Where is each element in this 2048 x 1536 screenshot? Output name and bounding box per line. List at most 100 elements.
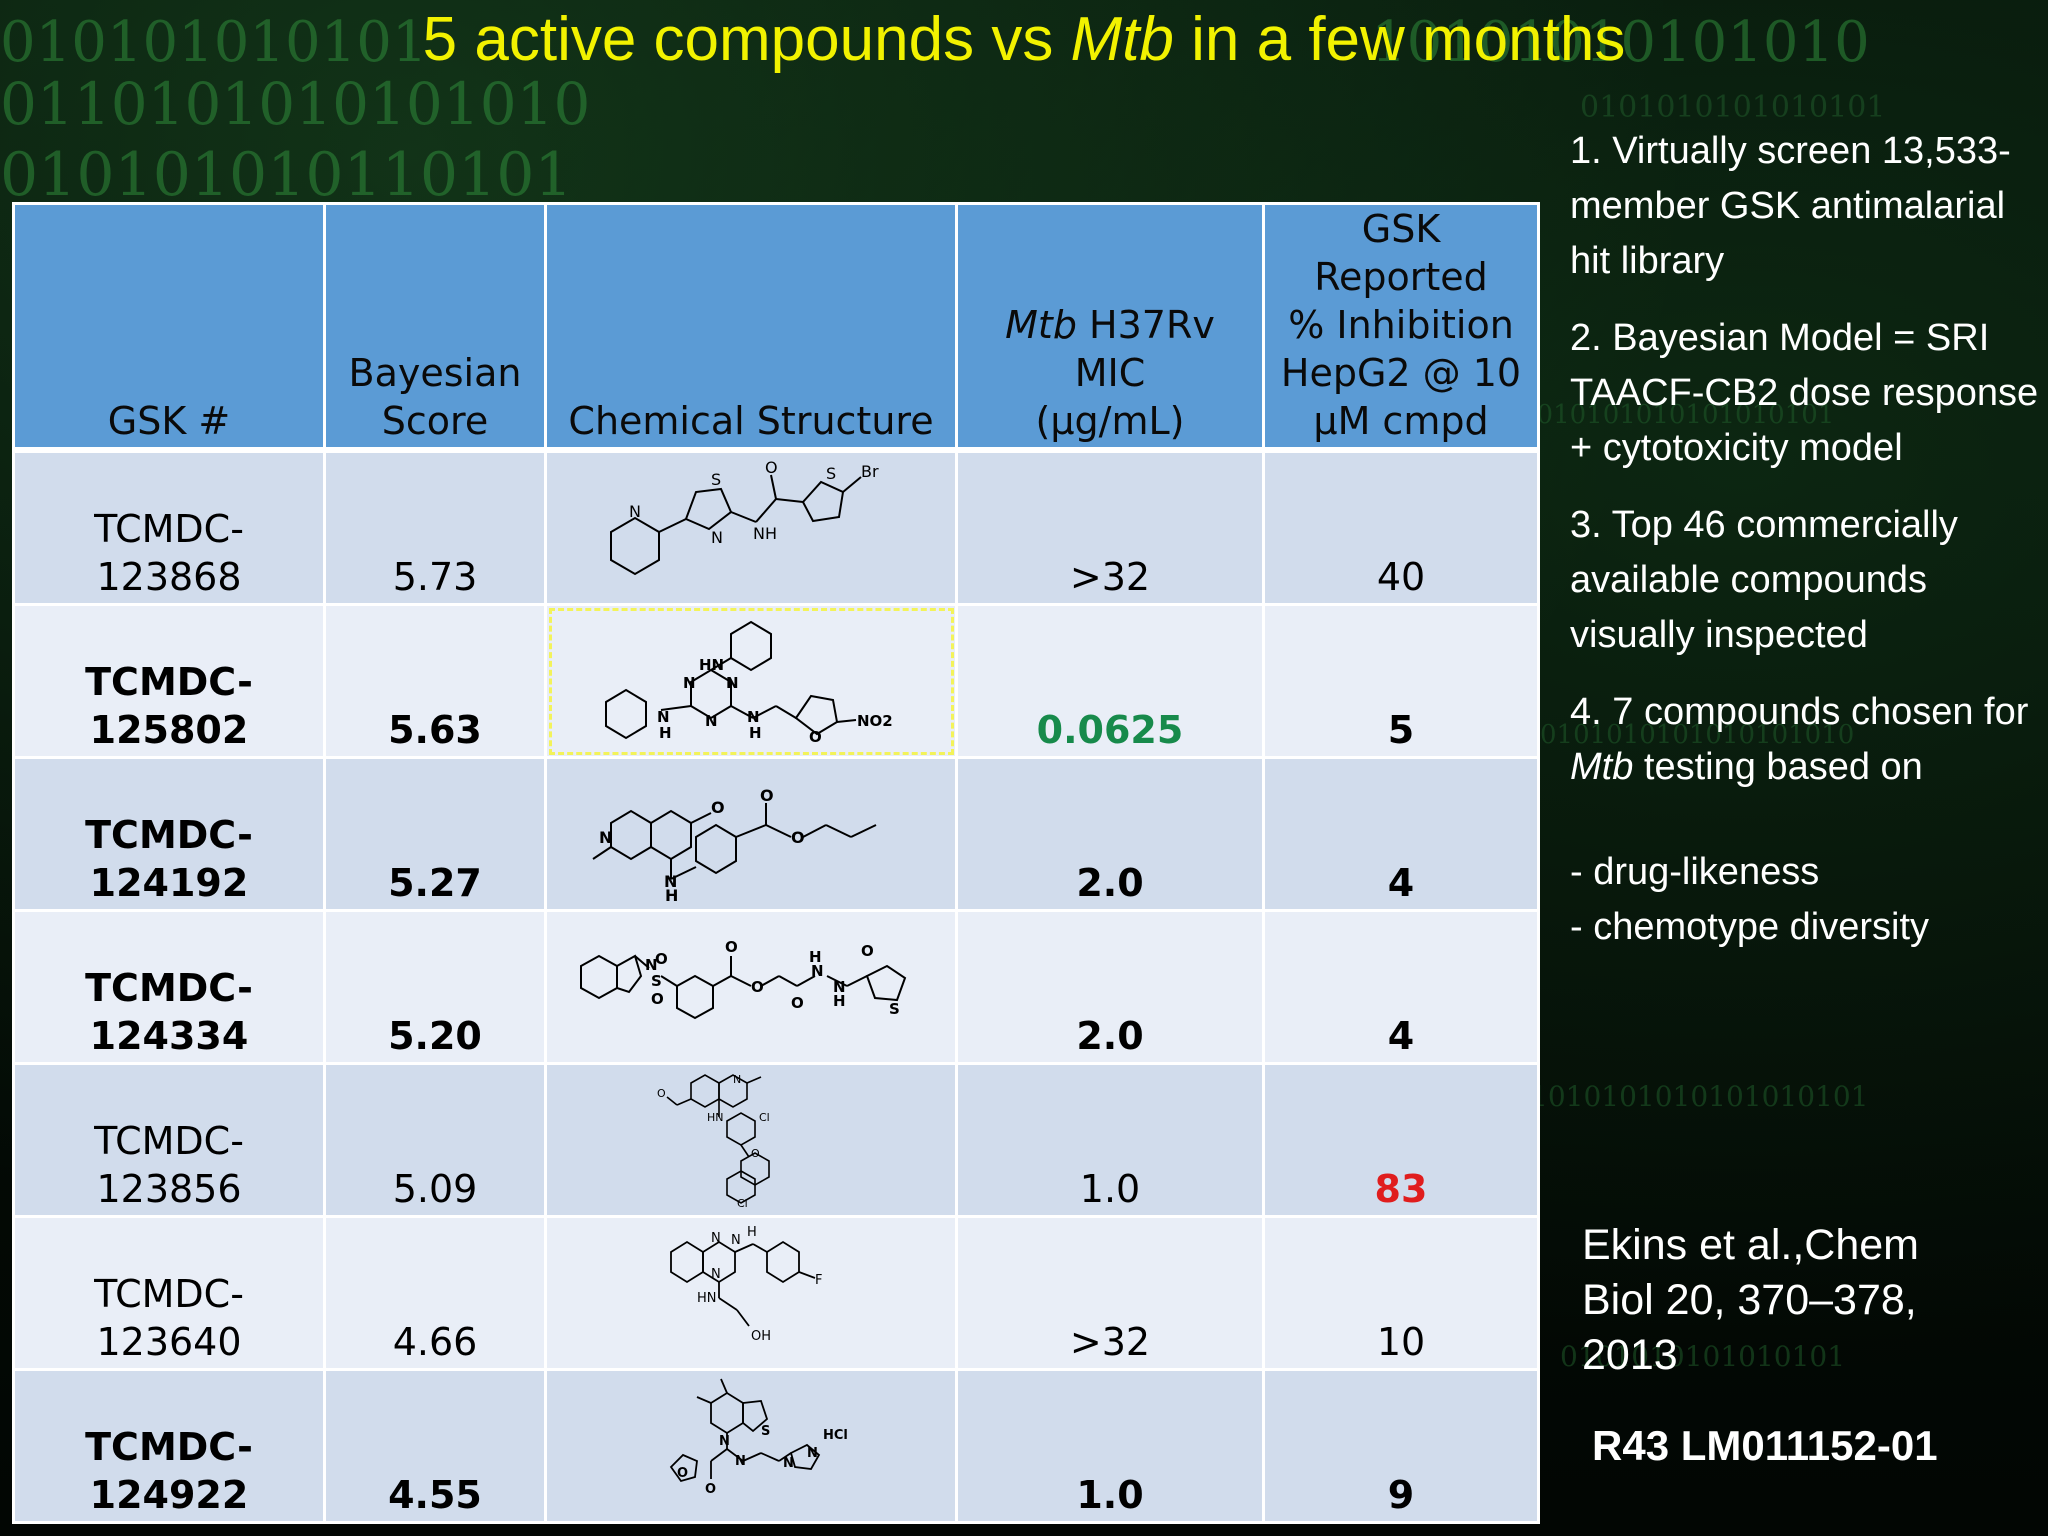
structure-cell: HCl N S O N N O N <box>544 1368 958 1524</box>
compound-id-prefix: TCMDC- <box>94 1272 244 1316</box>
atom-label: H <box>659 724 672 742</box>
inhibition-value: 5 <box>1262 603 1540 759</box>
header-mic-line1: H37Rv <box>1076 303 1215 347</box>
step-4-italic: Mtb <box>1570 746 1634 788</box>
header-structure-text: Chemical Structure <box>568 399 934 443</box>
table-row: TCMDC- 125802 5.63 H N N <box>12 603 1540 759</box>
atom-label: HN <box>707 1111 724 1124</box>
chemical-structure-diagram: O N O O N H <box>592 786 877 903</box>
atom-label: N <box>783 1456 794 1471</box>
compound-id-prefix: TCMDC- <box>85 813 253 857</box>
atom-label: S <box>651 972 662 990</box>
bayesian-score: 4.55 <box>323 1368 547 1524</box>
binary-decoration: 010101010110101 <box>0 140 573 210</box>
bayesian-score: 5.20 <box>323 909 547 1065</box>
atom-label: O <box>725 938 738 956</box>
atom-label: NH <box>753 524 777 543</box>
header-gsk-text: GSK # <box>107 399 231 443</box>
atom-label: O <box>809 728 822 746</box>
atom-label: N <box>733 1073 741 1086</box>
header-tox-line5: μM cmpd <box>1313 399 1489 443</box>
atom-label: O <box>861 942 874 960</box>
table-row: TCMDC- 123856 5.09 N O <box>12 1062 1540 1218</box>
chemical-structure-diagram: S O S Br N NH N <box>610 458 879 576</box>
atom-label: N <box>645 956 658 974</box>
atom-label: O <box>751 1147 760 1160</box>
inhibition-value: 9 <box>1262 1368 1540 1524</box>
bayesian-score: 5.73 <box>323 448 547 606</box>
step-4-suffix: testing based on <box>1633 746 1923 788</box>
atom-label: H <box>833 992 846 1010</box>
atom-label: N <box>747 708 760 726</box>
compound-id-prefix: TCMDC- <box>94 507 244 551</box>
atom-label: O <box>711 798 725 817</box>
atom-label: Br <box>861 462 879 481</box>
atom-label: O <box>751 978 764 996</box>
table-header-row: GSK # Bayesian Score Chemical Structure M… <box>12 202 1540 453</box>
bayesian-score: 5.09 <box>323 1062 547 1218</box>
step-2: 2. Bayesian Model = SRI TAACF-CB2 dose r… <box>1570 317 2039 469</box>
table-row: TCMDC- 123640 4.66 N H N <box>12 1215 1540 1371</box>
structure-cell: S O S Br N NH N <box>544 448 958 606</box>
structure-cell: N O HN Cl O Cl <box>544 1062 958 1218</box>
compound-id: TCMDC- 123868 <box>12 448 326 606</box>
atom-label: N <box>664 872 677 891</box>
grant-number: R43 LM011152-01 <box>1592 1422 1938 1469</box>
atom-label: S <box>711 470 721 489</box>
compound-id-prefix: TCMDC- <box>85 660 253 704</box>
atom-label: N <box>807 1446 818 1461</box>
compound-id: TCMDC- 123640 <box>12 1215 326 1371</box>
compound-id-prefix: TCMDC- <box>85 966 253 1010</box>
atom-label: S <box>889 1000 900 1018</box>
header-inhibition: GSK Reported% Inhibition HepG2 @ 10 μM cmpd <box>1262 202 1540 453</box>
inhibition-value: 40 <box>1262 448 1540 606</box>
atom-label: N <box>726 674 739 692</box>
atom-label: O <box>657 1087 666 1100</box>
chemical-structure-diagram: HCl N S O N N O N <box>669 1378 848 1497</box>
criterion-chemotype: - chemotype diversity <box>1570 906 1930 948</box>
binary-decoration: 0101010101010101010 <box>1540 720 1855 750</box>
mic-value: 1.0 <box>955 1062 1265 1218</box>
structure-cell: N S O O O O H N N H O O S <box>544 909 958 1065</box>
header-tox-line1: GSK <box>1361 207 1441 251</box>
chemical-structure-diagram: N S O O O O H N N H O O S <box>580 938 907 1020</box>
atom-label: O <box>760 786 774 805</box>
inhibition-value: 4 <box>1262 756 1540 912</box>
inhibition-value: 83 <box>1262 1062 1540 1218</box>
criteria-list: - drug-likeness - chemotype diversity <box>1570 845 2040 955</box>
atom-label: O <box>791 828 805 847</box>
compound-id: TCMDC- 124334 <box>12 909 326 1065</box>
atom-label: N <box>711 528 723 547</box>
binary-decoration: 0101010101010101 <box>1560 1340 1846 1373</box>
header-tox-line4: HepG2 @ 10 <box>1280 351 1522 395</box>
step-4-prefix: 4. 7 compounds chosen for <box>1570 691 2029 733</box>
atom-label: O <box>705 1482 716 1497</box>
atom-label: Cl <box>759 1111 770 1124</box>
atom-label: N <box>683 674 696 692</box>
header-bayesian-line2: Score <box>381 399 489 443</box>
slide-title: 5 active compounds vs Mtb in a few month… <box>0 4 2048 75</box>
atom-label: N <box>833 978 846 996</box>
compound-id-prefix: TCMDC- <box>85 1425 253 1469</box>
binary-decoration: 1010101010101010101 <box>1520 400 1835 430</box>
compound-id-number: 124922 <box>89 1473 249 1517</box>
mic-value: 2.0 <box>955 756 1265 912</box>
mic-value: 0.0625 <box>955 603 1265 759</box>
mic-value: 1.0 <box>955 1368 1265 1524</box>
atom-label: O <box>765 458 778 477</box>
step-1: 1. Virtually screen 13,533-member GSK an… <box>1570 130 2011 282</box>
atom-label: N <box>811 962 824 980</box>
structure-cell: O N O O N H <box>544 756 958 912</box>
inhibition-value: 10 <box>1262 1215 1540 1371</box>
atom-label: H <box>665 886 678 903</box>
compound-id-number: 125802 <box>89 708 249 752</box>
atom-label: N <box>711 1267 721 1282</box>
compound-id-number: 124192 <box>89 861 249 905</box>
compound-id-number: 123640 <box>96 1320 242 1364</box>
bayesian-score: 5.63 <box>323 603 547 759</box>
compound-id-number: 123868 <box>96 555 242 599</box>
header-mic-italic: Mtb <box>1005 303 1077 347</box>
header-mic: Mtb H37Rv MIC (μg/mL) <box>955 202 1265 453</box>
binary-decoration: 010101010101 10101010101010 <box>0 10 1870 75</box>
binary-decoration: 1010101010101010101 <box>1530 1080 1869 1113</box>
